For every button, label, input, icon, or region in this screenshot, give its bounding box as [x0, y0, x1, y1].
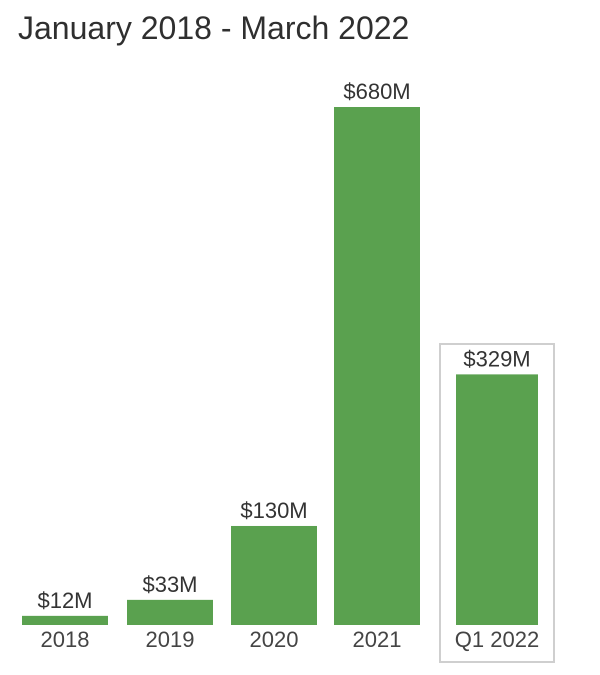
x-tick-label-2020: 2020	[250, 627, 299, 652]
highlight-box	[439, 343, 555, 663]
bar-q1-2022	[456, 374, 538, 625]
x-tick-label-2021: 2021	[353, 627, 402, 652]
bar-2020	[231, 525, 317, 625]
data-label-q1-2022: $329M	[463, 346, 530, 371]
data-label-2020: $130M	[240, 498, 307, 523]
data-label-2018: $12M	[37, 588, 92, 613]
x-tick-label-q1-2022: Q1 2022	[455, 627, 539, 652]
data-label-2019: $33M	[142, 572, 197, 597]
bar-2021	[334, 107, 420, 625]
x-tick-label-2019: 2019	[146, 627, 195, 652]
chart-title: January 2018 - March 2022	[18, 10, 410, 46]
bar-2018	[22, 615, 108, 625]
bar-2019	[127, 599, 213, 625]
data-label-2021: $680M	[343, 79, 410, 104]
x-tick-label-2018: 2018	[41, 627, 90, 652]
